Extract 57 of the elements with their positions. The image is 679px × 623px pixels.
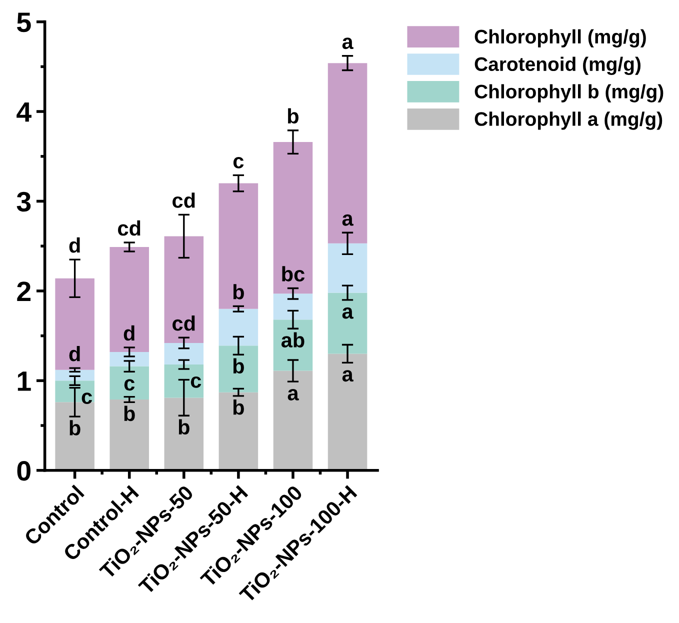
bar (273, 320, 313, 371)
bar (328, 354, 368, 470)
legend-label: Carotenoid (mg/g) (474, 56, 640, 75)
bar (218, 392, 258, 470)
bar (273, 370, 313, 470)
y-tick-label: 1 (18, 372, 31, 391)
bar (164, 342, 204, 365)
annotation: d (69, 237, 80, 253)
annotation: b (288, 108, 298, 124)
y-tick-label: 2 (17, 282, 31, 302)
annotation: c (82, 392, 92, 404)
legend-label: Chlorophyll b (mg/g) (474, 84, 664, 102)
annotation: b (178, 419, 190, 435)
annotation: b (233, 399, 244, 415)
y-tick-label: 3 (16, 192, 31, 212)
legend-label: Chlorophyll a (mg/g) (474, 112, 662, 130)
y-tick-label: 4 (16, 102, 32, 122)
annotation: a (342, 214, 354, 226)
bar (55, 380, 94, 402)
annotation: c (190, 376, 202, 388)
bar (55, 278, 94, 370)
annotation: cd (118, 220, 140, 236)
bar (110, 399, 149, 470)
bar (55, 402, 94, 470)
bar (273, 142, 313, 294)
bar (164, 236, 204, 343)
annotation: b (124, 406, 135, 422)
bar (273, 294, 313, 320)
annotation: d (69, 346, 80, 362)
bar (218, 346, 258, 392)
bar (218, 308, 258, 346)
annotation: b (233, 284, 244, 300)
y-tick-label: 5 (17, 12, 31, 32)
bar (110, 352, 149, 366)
bar (164, 364, 204, 398)
annotation: b (70, 420, 80, 436)
bar (110, 366, 149, 400)
bar (328, 63, 368, 244)
annotation: c (233, 156, 244, 168)
annotation: d (124, 325, 134, 341)
annotation: ab (281, 332, 304, 348)
annotation: b (233, 358, 244, 374)
bar (328, 243, 368, 293)
annotation: a (288, 389, 299, 400)
bar (164, 398, 204, 470)
bar (328, 292, 368, 354)
y-tick-label: 0 (17, 461, 30, 481)
annotation: a (342, 307, 354, 319)
bar (218, 183, 258, 309)
legend-label: Chlorophyll (mg/g) (474, 29, 646, 48)
bar (110, 246, 149, 352)
annotation: cd (172, 192, 195, 208)
annotation: a (342, 370, 354, 382)
annotation: c (124, 379, 135, 391)
annotation: bc (282, 266, 305, 282)
annotation: a (342, 38, 354, 50)
annotation: cd (172, 315, 195, 331)
